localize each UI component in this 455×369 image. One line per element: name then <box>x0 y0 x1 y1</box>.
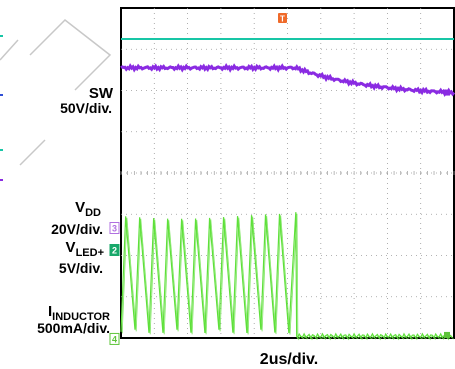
vdd-scale-label: 20V/div. <box>51 221 103 237</box>
channel-marker-number: 2 <box>112 246 117 256</box>
right-edge-marker-vdd <box>444 89 450 96</box>
channel-marker-box <box>109 244 120 256</box>
scope-screen: T 1324 <box>109 7 455 345</box>
channel-marker-3: 3 <box>109 222 120 234</box>
right-edge-markers <box>444 89 450 338</box>
iinductor-name-label: IINDUCTOR <box>48 303 110 323</box>
trigger-marker-label: T <box>280 15 285 24</box>
sw-scale-label: 50V/div. <box>60 100 112 116</box>
x-axis-label: 2us/div. <box>260 351 318 368</box>
channel-marker-box <box>109 222 120 234</box>
trigger-marker: T <box>278 13 287 24</box>
vdd-name-label: VDD <box>75 199 101 219</box>
grid <box>120 8 455 338</box>
background-watermark <box>0 19 112 166</box>
channel-marker-2: 2 <box>109 244 120 256</box>
series-line-iinductor-shadow <box>121 213 454 341</box>
channel-marker-box <box>109 332 120 345</box>
vled-scale-label: 5V/div. <box>59 260 103 276</box>
left-edge-traces <box>0 35 3 181</box>
vled-name-label: VLED+ <box>66 239 104 259</box>
channel-marker-number: 4 <box>112 334 117 344</box>
traces <box>120 37 455 341</box>
right-edge-marker-iinductor <box>444 331 450 338</box>
channel-marker-number: 3 <box>112 224 117 234</box>
sw-name-label: SW <box>89 85 114 102</box>
channel-marker-4: 4 <box>109 332 120 345</box>
channel-labels: SW 50V/div. VDD 20V/div. VLED+ 5V/div. I… <box>37 85 114 336</box>
series-line-vdd <box>120 63 455 97</box>
channel-markers: 1324 <box>109 89 450 345</box>
iinductor-scale-label: 500mA/div. <box>37 320 110 336</box>
